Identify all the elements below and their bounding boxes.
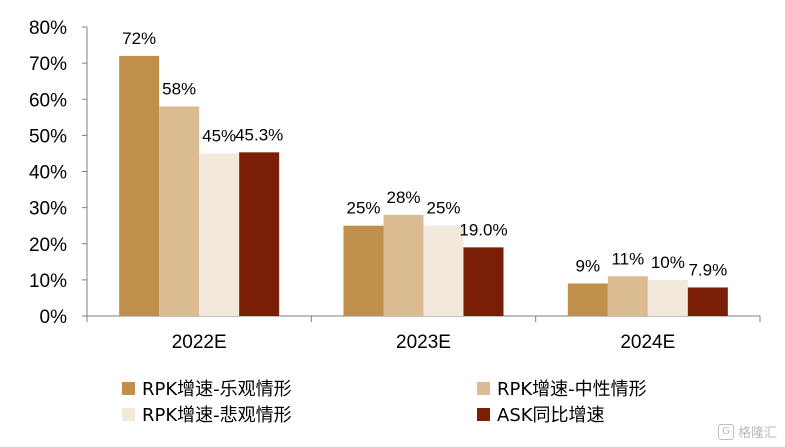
data-label: 58% xyxy=(162,79,196,98)
bar xyxy=(159,106,200,316)
bar xyxy=(423,225,464,316)
data-label: 45% xyxy=(202,126,236,145)
data-label: 25% xyxy=(346,199,380,218)
y-tick-label: 50% xyxy=(29,126,67,147)
gelonghui-logo-icon: G xyxy=(717,423,734,440)
bar xyxy=(607,276,648,316)
data-label: 25% xyxy=(426,199,460,218)
bar xyxy=(463,247,504,316)
x-category-label: 2022E xyxy=(172,332,227,353)
chart-data-labels: 72% 58% 45%45.3% 25% 28% 25% 19.0% 9% 11% 10% 7.9% xyxy=(122,29,727,280)
chart-axes: 0% 10% 20% 30% 40% 50% 60% 70% 80% 2022E 2023E 2024… xyxy=(29,18,761,353)
data-label: 10% xyxy=(651,253,685,272)
chart-legend: RPK增速-乐观情形 RPK增速-中性情形 RPK增速-悲观情形 ASK同比增速 xyxy=(122,376,722,436)
bar-chart: 0% 10% 20% 30% 40% 50% 60% 70% 80% 2022E 2023E 2024… xyxy=(29,18,761,353)
legend-item-ask: ASK同比增速 xyxy=(477,402,605,426)
watermark: G 格隆汇 xyxy=(717,422,777,441)
data-label: 9% xyxy=(576,256,601,275)
legend-item-pessimistic: RPK增速-悲观情形 xyxy=(122,402,292,426)
data-label: 19.0% xyxy=(459,220,507,239)
x-category-label: 2024E xyxy=(620,332,675,353)
legend-swatch-ask xyxy=(477,407,490,421)
y-tick-label: 30% xyxy=(29,199,67,220)
legend-swatch-pessimistic xyxy=(122,407,135,421)
y-tick-label: 10% xyxy=(29,271,67,292)
bar xyxy=(199,153,240,316)
legend-item-neutral: RPK增速-中性情形 xyxy=(477,376,647,400)
data-label: 72% xyxy=(122,29,156,48)
legend-item-optimistic: RPK增速-乐观情形 xyxy=(122,376,292,400)
bar xyxy=(343,225,384,316)
y-tick-label: 40% xyxy=(29,163,67,184)
legend-swatch-optimistic xyxy=(122,381,135,395)
bar xyxy=(119,55,160,317)
watermark-text: 格隆汇 xyxy=(737,426,777,441)
bar xyxy=(647,279,688,316)
y-tick-label: 20% xyxy=(29,235,67,256)
bar xyxy=(687,287,728,316)
chart-bars xyxy=(119,55,728,317)
legend-label-neutral: RPK增速-中性情形 xyxy=(497,379,647,400)
data-label: 28% xyxy=(386,188,420,207)
x-category-label: 2023E xyxy=(396,332,451,353)
legend-label-ask: ASK同比增速 xyxy=(497,405,605,426)
bar xyxy=(239,152,280,316)
y-tick-label: 70% xyxy=(29,54,67,75)
data-label: 45.3% xyxy=(235,125,283,144)
y-tick-label: 60% xyxy=(29,90,67,111)
data-label: 11% xyxy=(611,249,644,268)
bar xyxy=(383,214,424,316)
y-tick-label: 80% xyxy=(29,18,67,39)
y-tick-label: 0% xyxy=(40,307,68,328)
legend-label-optimistic: RPK增速-乐观情形 xyxy=(142,379,292,400)
legend-swatch-neutral xyxy=(477,381,490,395)
legend-label-pessimistic: RPK增速-悲观情形 xyxy=(142,405,292,426)
bar xyxy=(567,283,608,316)
data-label: 7.9% xyxy=(688,260,727,279)
